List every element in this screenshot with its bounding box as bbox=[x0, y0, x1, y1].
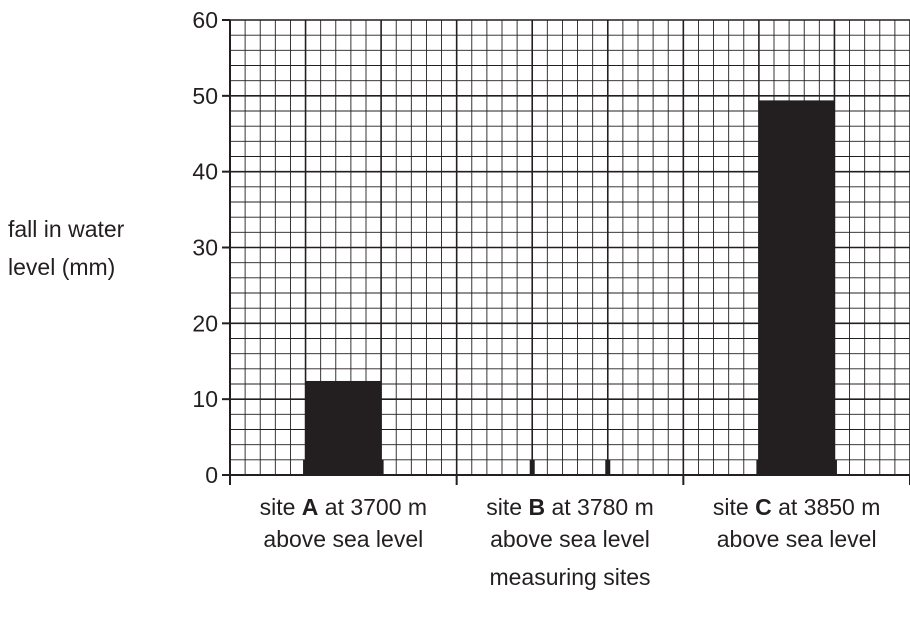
y-tick-label-40: 40 bbox=[192, 159, 218, 185]
y-tick-label-20: 20 bbox=[192, 310, 218, 336]
x-slot-tick bbox=[756, 460, 762, 475]
x-category-label-a-line-2: above sea level bbox=[263, 526, 423, 552]
x-category-labels: site A at 3700 m above sea level site B at… bbox=[260, 494, 881, 552]
x-slot-tick bbox=[529, 460, 535, 475]
y-axis-label-line-2: level (mm) bbox=[8, 254, 115, 280]
y-axis-label-line-1: fall in water bbox=[8, 216, 125, 242]
y-tick-label-10: 10 bbox=[192, 386, 218, 412]
y-axis-label: fall in water level (mm) bbox=[8, 216, 125, 280]
axes bbox=[222, 19, 910, 485]
x-category-label-b-line-2: above sea level bbox=[490, 526, 650, 552]
x-slot-tick bbox=[831, 460, 837, 475]
y-tick-label-30: 30 bbox=[192, 235, 218, 261]
x-category-label-b-line-1: site B at 3780 m bbox=[486, 494, 654, 520]
x-axis-label: measuring sites bbox=[489, 564, 650, 590]
y-tick-labels: 0 10 20 30 40 50 60 bbox=[192, 7, 218, 488]
y-tick-label-0: 0 bbox=[205, 462, 218, 488]
x-category-label-c-line-2: above sea level bbox=[717, 526, 877, 552]
bar-a-2 bbox=[305, 380, 382, 475]
y-tick-label-50: 50 bbox=[192, 83, 218, 109]
bars bbox=[305, 100, 835, 475]
x-category-label-a-line-1: site A at 3700 m bbox=[260, 494, 428, 520]
y-tick-label-60: 60 bbox=[192, 7, 218, 33]
x-slot-tick bbox=[378, 460, 384, 475]
x-category-label-c-line-1: site C at 3850 m bbox=[713, 494, 881, 520]
x-slot-tick bbox=[605, 460, 611, 475]
x-slot-tick bbox=[303, 460, 309, 475]
bar-c-2 bbox=[758, 100, 835, 475]
